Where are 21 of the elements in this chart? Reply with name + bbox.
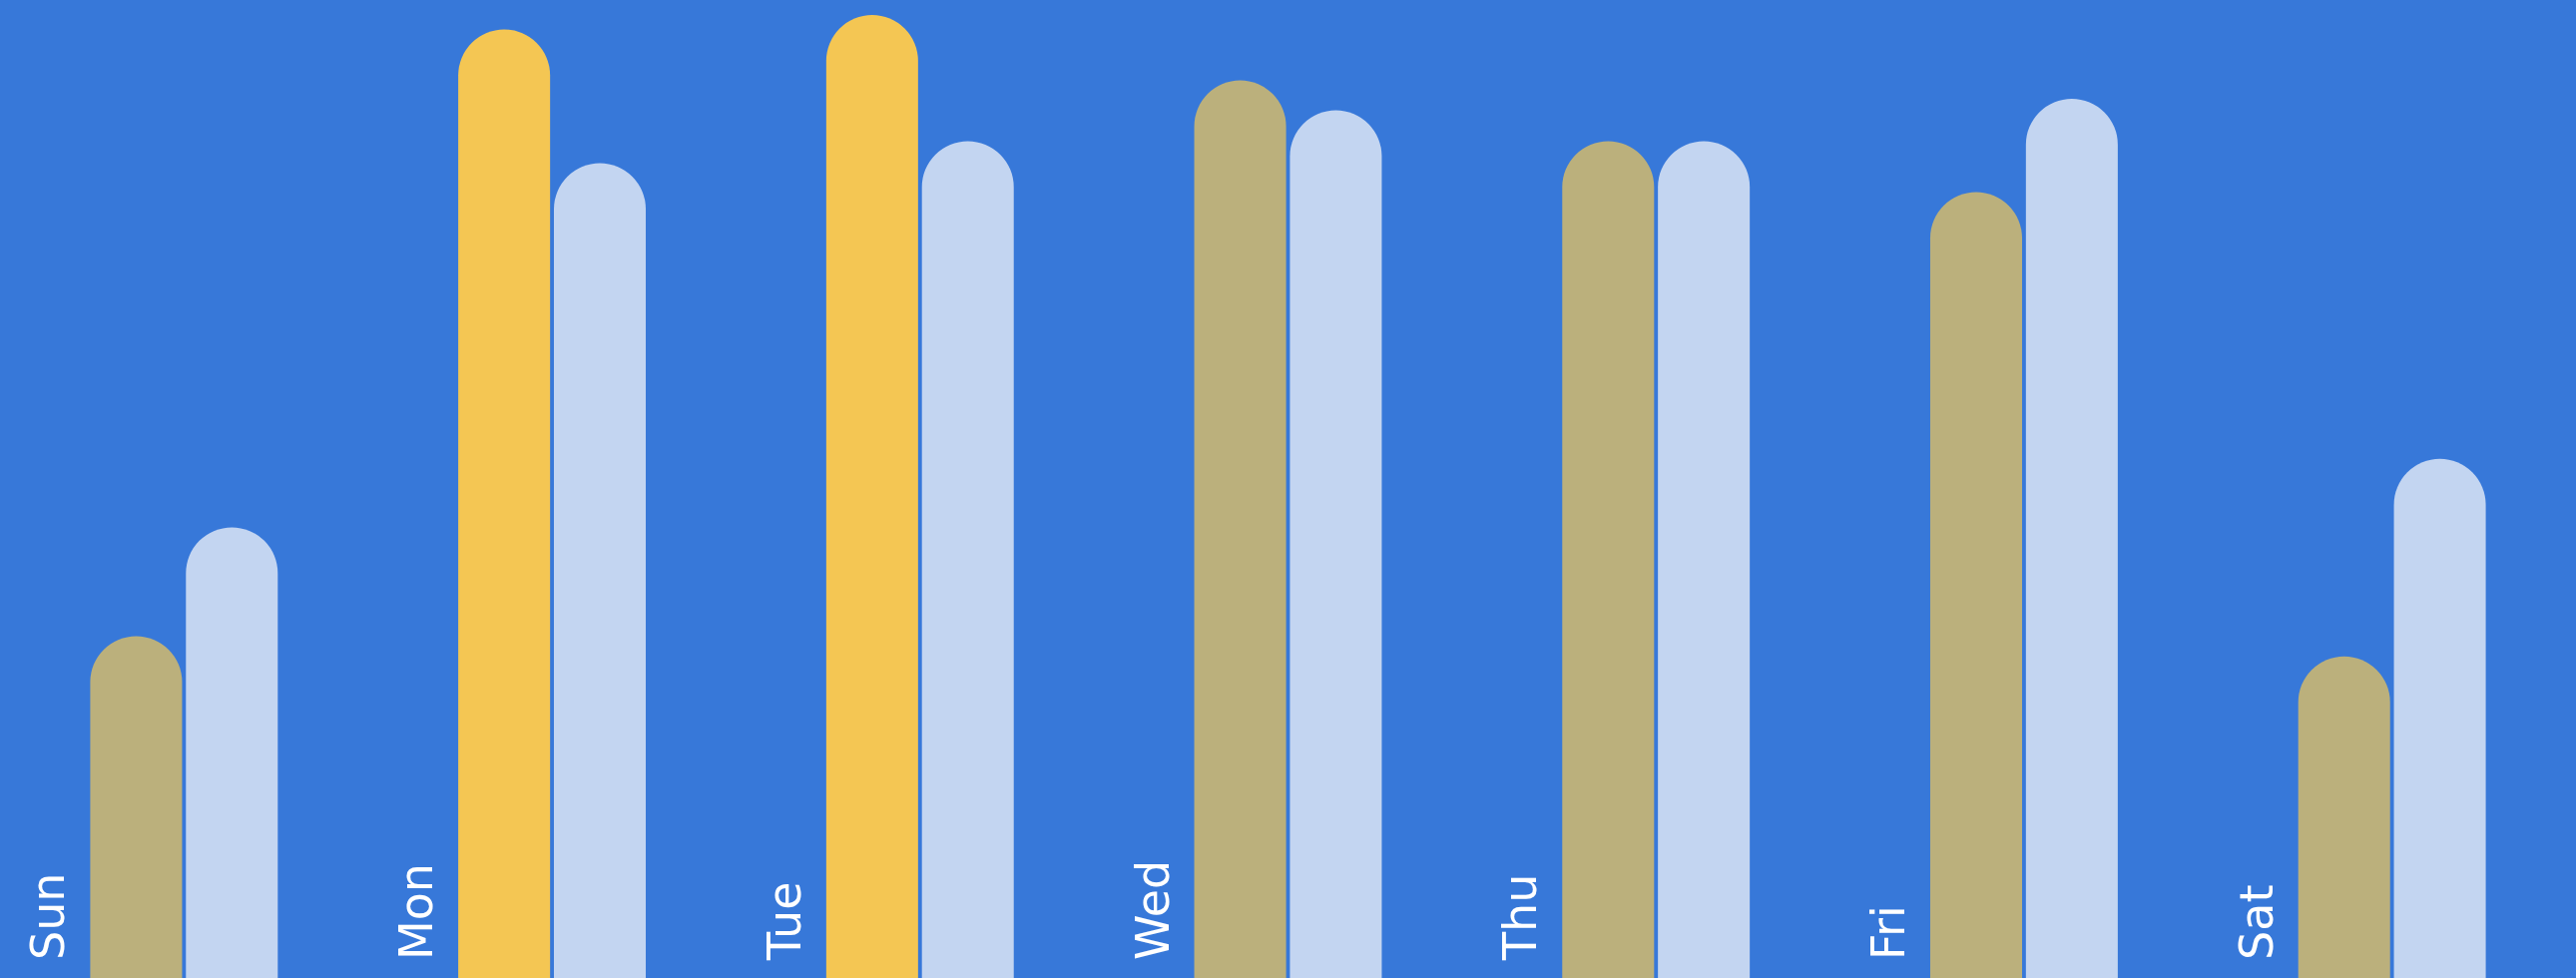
- bar: [458, 29, 551, 978]
- bar: [2298, 656, 2390, 978]
- x-tick-label: Sat: [2229, 884, 2284, 960]
- x-tick-label: Fri: [1861, 905, 1916, 960]
- bar: [921, 141, 1014, 978]
- bar: [825, 15, 918, 978]
- x-tick-label: Mon: [389, 863, 444, 960]
- x-tick-label: Wed: [1125, 859, 1180, 960]
- x-tick-label: Tue: [757, 881, 811, 961]
- bar: [2393, 458, 2486, 978]
- bar: [1658, 141, 1751, 978]
- bar: [186, 527, 278, 978]
- bar: [90, 636, 183, 978]
- x-tick-label: Sun: [21, 872, 76, 960]
- x-tick-label: Thu: [1493, 873, 1548, 961]
- bar: [1194, 80, 1287, 978]
- bar: [553, 163, 647, 978]
- bar: [1289, 110, 1382, 978]
- bar: [1562, 141, 1655, 978]
- bar: [2025, 98, 2118, 978]
- bar: [1929, 192, 2023, 978]
